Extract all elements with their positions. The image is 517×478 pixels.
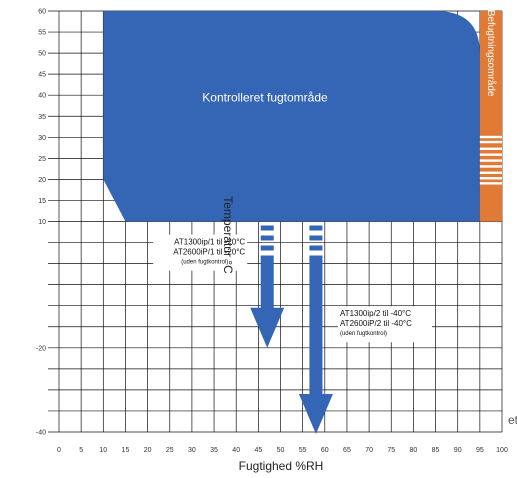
controlled-region-label: Kontrolleret fugtområde: [202, 91, 328, 105]
arrow-annotation-line: AT1300ip/1 til -20°C: [174, 238, 245, 247]
x-tick-label: 5: [79, 447, 83, 454]
arrow-annotation-line: AT1300ip/2 til -40°C: [340, 309, 411, 318]
arrow-annotation-line: AT2600iP/2 til -40°C: [340, 319, 412, 328]
x-tick-label: 85: [432, 447, 440, 454]
arrow-shaft: [260, 255, 274, 309]
arrow-dash: [260, 225, 274, 231]
y-tick-label: 40: [38, 93, 46, 100]
x-tick-label: 90: [454, 447, 462, 454]
x-tick-label: 65: [343, 447, 351, 454]
arrow-head: [250, 307, 285, 348]
edge-text-fragment: et: [508, 413, 517, 427]
humidification-stripe: [479, 135, 502, 139]
y-tick-label: 60: [38, 9, 46, 16]
y-tick-label: 50: [38, 51, 46, 58]
arrow-dash: [309, 225, 323, 231]
y-tick-label: 55: [38, 30, 46, 37]
humidification-stripe: [479, 147, 502, 150]
regions: Kontrolleret fugtområde Befugtningsområde: [103, 10, 502, 222]
humidification-stripe: [479, 165, 502, 168]
arrow-shaft: [309, 255, 323, 395]
humidification-stripe: [479, 171, 502, 174]
humidification-stripe: [479, 182, 502, 185]
x-tick-label: 45: [254, 447, 262, 454]
annotation-background: [153, 234, 248, 271]
humidification-region-label: Befugtningsområde: [485, 10, 497, 97]
annotation-background: [337, 306, 432, 343]
arrow-dash: [309, 235, 323, 241]
x-tick-label: 35: [210, 447, 218, 454]
arrow-dash: [260, 245, 274, 251]
y-tick-label: 15: [38, 198, 46, 205]
y-tick-label: 30: [38, 135, 46, 142]
x-tick-label: 80: [410, 447, 418, 454]
humidification-stripe: [479, 159, 502, 162]
arrow-annotation-note: (uden fugtkontrol): [181, 260, 228, 266]
x-tick-label: 30: [188, 447, 196, 454]
x-tick-label: 95: [476, 447, 484, 454]
y-tick-label: 45: [38, 72, 46, 79]
x-axis-title: Fugtighed %RH: [239, 459, 324, 473]
ticks: 0 5 10 15 20 25 30 35 40 45 50 55 60 65 70 75 80 85 90 95 10…: [36, 9, 508, 455]
x-tick-label: 25: [166, 447, 174, 454]
arrow-annotation-note: (uden fugtkontrol): [340, 331, 387, 337]
arrow-dash: [309, 245, 323, 251]
humidification-stripe: [479, 177, 502, 180]
x-tick-label: 75: [387, 447, 395, 454]
humidification-region: [479, 11, 502, 222]
x-tick-label: 55: [299, 447, 307, 454]
x-tick-label: 10: [99, 447, 107, 454]
arrow-head: [298, 394, 333, 434]
x-tick-label: 70: [365, 447, 373, 454]
arrow-annotation-line: AT2600iP/1 til -20°C: [173, 248, 245, 257]
x-tick-label: 20: [144, 447, 152, 454]
y-tick-label: 35: [38, 114, 46, 121]
x-tick-label: 40: [232, 447, 240, 454]
arrow-dash: [260, 235, 274, 241]
y-tick-label: -40: [36, 430, 46, 437]
y-tick-label: 25: [38, 156, 46, 163]
y-tick-label: -20: [36, 345, 46, 352]
humidification-stripe: [479, 153, 502, 156]
y-axis-title: Temperatur °C: [221, 196, 235, 274]
x-tick-label: 15: [122, 447, 130, 454]
controlled-humidity-region: [103, 11, 480, 222]
x-tick-label: 60: [321, 447, 329, 454]
x-tick-label: 0: [57, 447, 61, 454]
y-tick-label: 20: [38, 177, 46, 184]
y-tick-label: 10: [38, 219, 46, 226]
humidification-stripe: [479, 140, 502, 144]
x-tick-label: 100: [496, 447, 508, 454]
x-tick-label: 50: [277, 447, 285, 454]
